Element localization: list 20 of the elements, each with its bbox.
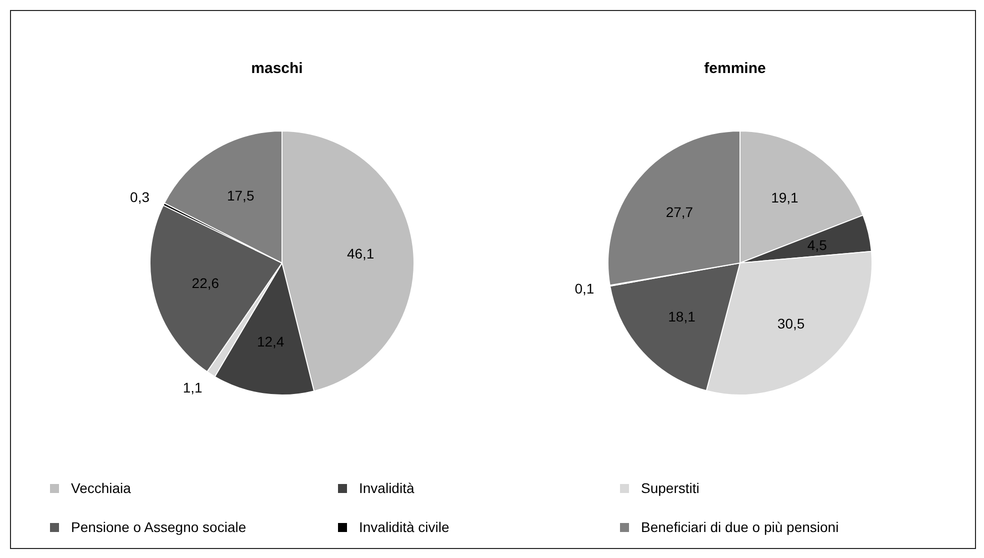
data-label: 27,7: [666, 204, 694, 220]
legend-label: Pensione o Assegno sociale: [71, 519, 246, 535]
data-label: 4,5: [807, 236, 828, 253]
data-label: 17,5: [226, 187, 254, 204]
data-label: 22,6: [192, 275, 220, 292]
slice-label: maschi: [250, 60, 304, 77]
data-label: 12,4: [256, 333, 284, 350]
data-label: 19,1: [771, 190, 799, 206]
data-label: 30,5: [777, 316, 805, 332]
data-label: 0,1: [574, 280, 594, 296]
legend-label: Vecchiaia: [71, 480, 131, 496]
data-label: 46,1: [346, 245, 374, 262]
legend-label: Beneficiari di due o più pensioni: [641, 519, 839, 535]
legend-label: Invalidità: [359, 480, 414, 496]
data-label: 0,3: [130, 189, 150, 206]
legend-label: Superstiti: [641, 480, 700, 496]
slice-label: femmine: [703, 60, 767, 77]
legend-label: Invalidità civile: [359, 519, 450, 535]
data-label: 18,1: [668, 308, 696, 325]
data-label: 1,1: [182, 380, 203, 396]
